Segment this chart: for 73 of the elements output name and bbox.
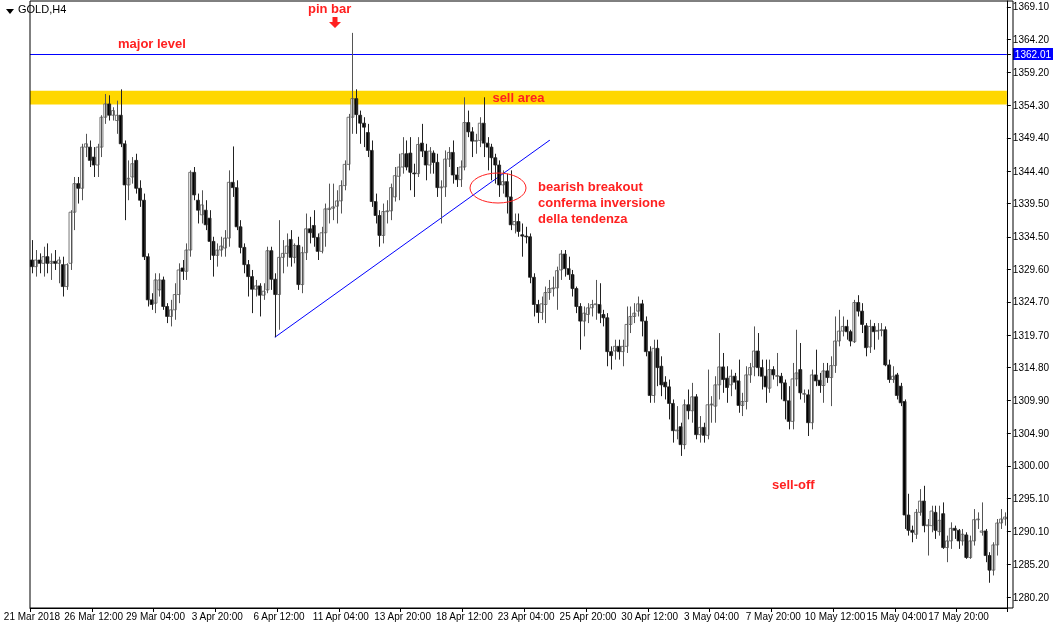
y-tick-label: 1329.60: [1012, 263, 1050, 275]
x-tick-label: 10 May 12:00: [804, 610, 866, 622]
candlestick: [593, 279, 598, 321]
candlestick: [215, 242, 220, 268]
candlestick: [180, 259, 185, 281]
candlestick: [1003, 511, 1007, 527]
candlestick: [501, 169, 505, 195]
candlestick: [76, 176, 81, 205]
y-tick-label: 1369.10: [1012, 1, 1050, 13]
y-tick-label: 1349.40: [1012, 132, 1050, 144]
candlestick: [956, 528, 961, 550]
candlestick: [57, 256, 61, 284]
x-tick-label: 23 Apr 04:00: [497, 610, 555, 622]
candlestick: [331, 183, 335, 221]
candlestick: [933, 505, 938, 540]
candlestick: [597, 282, 602, 324]
y-tick-label: 1344.40: [1012, 165, 1050, 177]
y-tick-label: 1324.70: [1012, 296, 1050, 308]
y-tick-label: 1339.50: [1012, 198, 1050, 210]
x-tick-label: 7 May 20:00: [745, 610, 802, 622]
x-tick-label: 29 Mar 04:00: [126, 610, 186, 622]
annotation: bearish breakout conferma inversione della tendenza: [538, 179, 666, 227]
candlestick: [775, 352, 780, 387]
candlestick: [49, 252, 54, 281]
y-tick-label: 1364.20: [1012, 34, 1050, 46]
y-tick-label: 1300.00: [1012, 460, 1050, 472]
annotation: sell-off: [772, 477, 815, 493]
candlestick: [253, 279, 258, 298]
y-tick-label: 1362.01: [1014, 48, 1052, 60]
annotation: pin bar: [308, 1, 352, 17]
x-tick-label: 30 Apr 12:00: [621, 610, 679, 622]
y-tick-label: 1285.20: [1012, 558, 1050, 570]
candlestick: [126, 159, 131, 201]
y-tick-label: 1314.80: [1012, 362, 1050, 374]
candlestick: [111, 106, 115, 122]
candlestick: [613, 339, 617, 361]
y-tick-label: 1334.50: [1012, 231, 1050, 243]
candlestick: [45, 242, 50, 274]
x-tick-label: 11 Apr 04:00: [312, 610, 370, 622]
x-tick-label: 21 Mar 2018: [3, 610, 61, 622]
candlestick: [682, 398, 687, 450]
candlestick: [705, 369, 710, 440]
y-tick-label: 1359.20: [1012, 67, 1050, 79]
candlestick: [875, 322, 880, 341]
x-tick-label: 3 May 04:00: [683, 610, 740, 622]
candlestick: [821, 362, 826, 404]
x-tick-label: 3 Apr 20:00: [191, 610, 244, 622]
y-tick-label: 1290.10: [1012, 526, 1050, 538]
x-tick-label: 6 Apr 12:00: [253, 610, 306, 622]
candlestick: [53, 249, 57, 271]
y-tick-label: 1295.10: [1012, 492, 1050, 504]
candlestick: [582, 305, 586, 337]
y-tick-label: 1280.20: [1012, 591, 1050, 603]
candlestick: [879, 322, 884, 337]
band-label: sell area: [492, 90, 546, 106]
ref-line-label: major level: [118, 36, 186, 52]
y-tick-label: 1309.90: [1012, 394, 1050, 406]
x-tick-label: 17 May 20:00: [928, 610, 990, 622]
x-tick-label: 13 Apr 20:00: [374, 610, 432, 622]
candlestick: [871, 322, 876, 351]
x-tick-label: 15 May 04:00: [866, 610, 928, 622]
candlestick: [736, 359, 741, 414]
x-tick-label: 18 Apr 12:00: [436, 610, 494, 622]
y-tick-label: 1354.30: [1012, 99, 1050, 111]
x-tick-label: 26 Mar 12:00: [64, 610, 124, 622]
candlestick: [802, 389, 807, 404]
candlestick: [651, 339, 656, 404]
candlestick: [771, 365, 776, 381]
x-tick-label: 25 Apr 20:00: [559, 610, 617, 622]
y-tick-label: 1319.70: [1012, 329, 1050, 341]
candlestick: [153, 272, 158, 314]
y-tick-label: 1304.90: [1012, 427, 1050, 439]
chart-title: GOLD,H4: [18, 3, 67, 15]
